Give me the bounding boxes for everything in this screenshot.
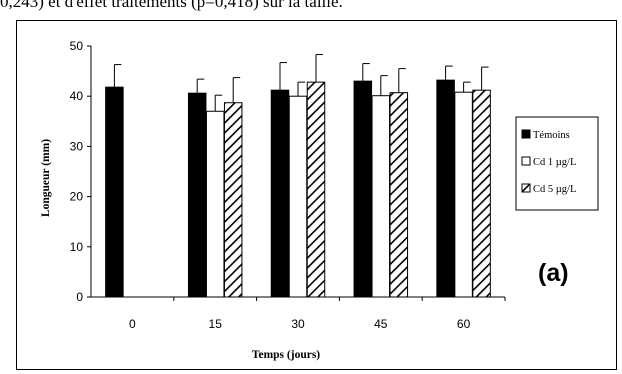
x-tick-label: 60	[457, 317, 471, 331]
legend-label: Cd 1 µg/L	[533, 157, 576, 168]
bar	[371, 95, 391, 298]
y-tick-label: 10	[70, 240, 84, 254]
bar	[454, 91, 473, 298]
x-tick-label: 45	[374, 317, 388, 331]
legend-swatch	[521, 156, 531, 166]
x-tick-label: 0	[129, 317, 136, 331]
bar	[205, 110, 225, 298]
legend: Témoins Cd 1 µg/L Cd 5 µg/L	[515, 116, 599, 211]
figure-frame	[16, 20, 617, 370]
y-tick-label: 20	[70, 190, 84, 204]
bar	[270, 89, 290, 298]
legend-label: Témoins	[533, 130, 570, 141]
x-axis-title: Temps (jours)	[252, 349, 320, 361]
bar	[306, 81, 326, 298]
y-tick-label: 50	[70, 39, 84, 53]
panel-label: (a)	[538, 259, 569, 287]
y-tick-label: 0	[76, 290, 83, 304]
bar	[472, 89, 491, 298]
bar	[223, 102, 243, 298]
y-tick-label: 30	[70, 139, 84, 153]
bar	[353, 80, 373, 298]
legend-swatch	[521, 183, 531, 193]
x-tick-label: 30	[291, 317, 305, 331]
bar	[436, 79, 455, 298]
caption-fragment: 0,243) et d'effet traitements (p=0,418) …	[0, 0, 343, 11]
bar	[389, 92, 409, 298]
bar	[187, 92, 207, 298]
bar	[105, 86, 124, 298]
y-tick-label: 40	[70, 89, 84, 103]
legend-swatch	[521, 129, 531, 139]
x-tick-label: 15	[209, 317, 223, 331]
bar	[288, 95, 308, 298]
legend-label: Cd 5 µg/L	[533, 184, 576, 195]
y-axis-title: Longueur (mm)	[40, 139, 52, 217]
